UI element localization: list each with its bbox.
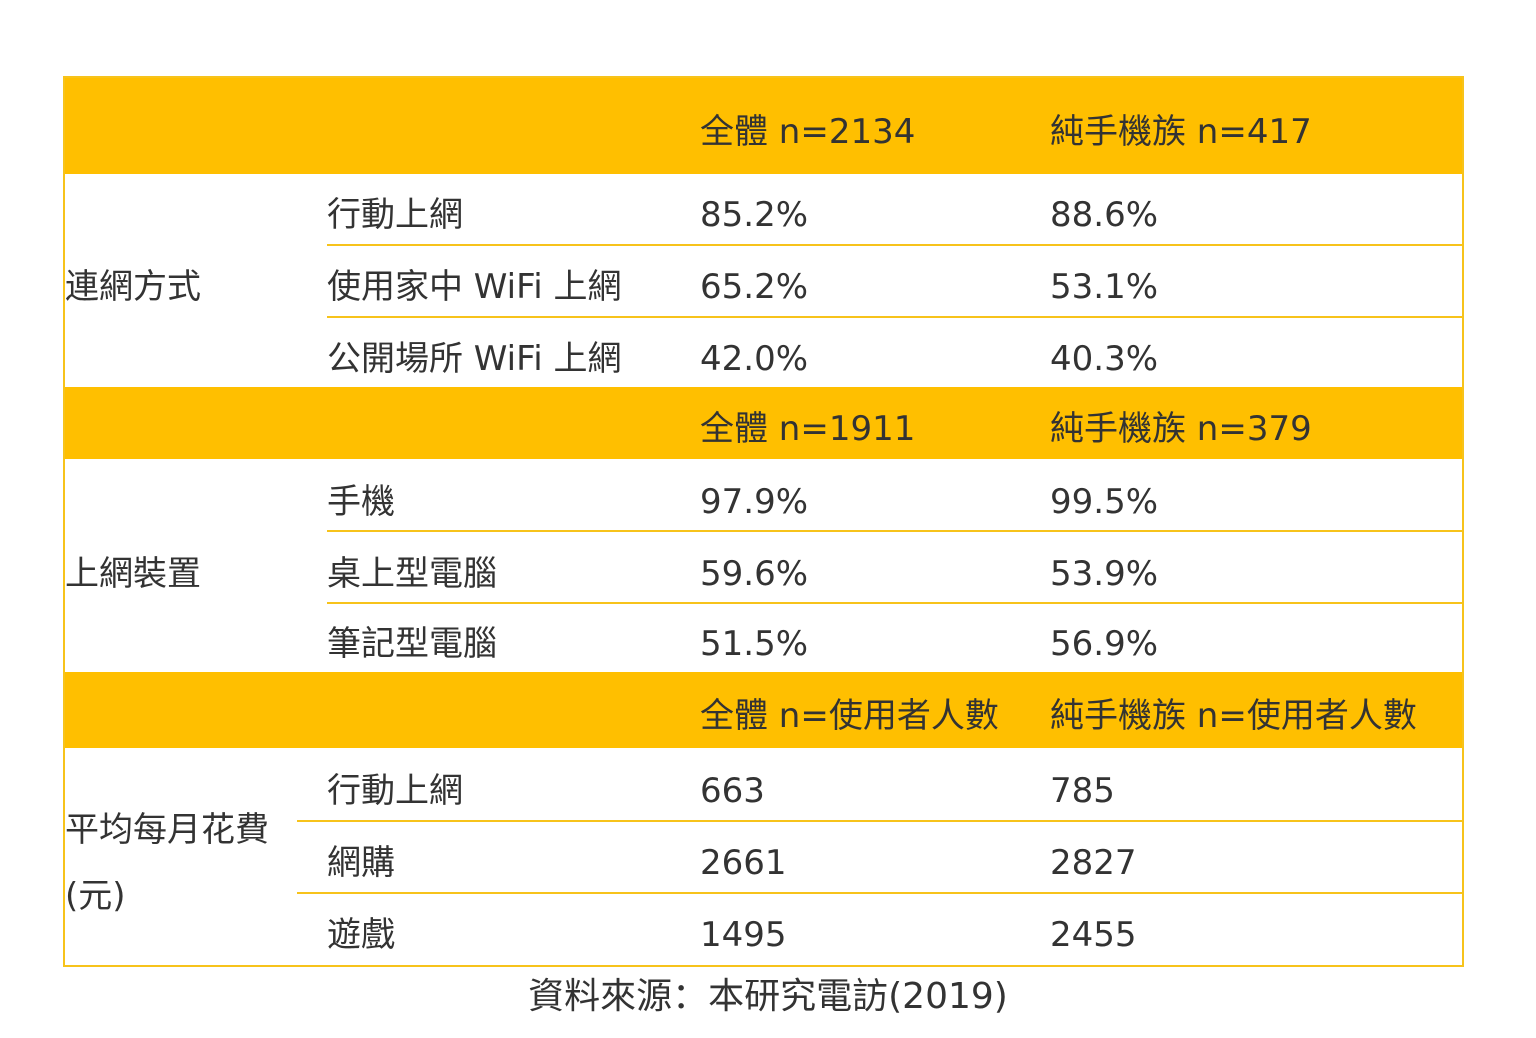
section-3-header	[65, 672, 1462, 748]
section-3-row-3-label: 遊戲	[327, 915, 395, 955]
section-3-row-3-mobile-only: 2455	[1050, 915, 1137, 955]
section-1-row-2-mobile-only: 53.1%	[1050, 267, 1159, 307]
section-2-row-1-mobile-only: 99.5%	[1050, 482, 1159, 522]
section-3-category-line-1: 平均每月花費	[65, 810, 269, 850]
section-3-row-2-label: 網購	[327, 843, 395, 883]
row-divider	[327, 530, 1464, 532]
section-3-row-2-mobile-only: 2827	[1050, 843, 1137, 883]
section-3-row-2-all: 2661	[700, 843, 787, 883]
section-1-row-1-label: 行動上網	[327, 195, 463, 235]
section-2-row-3-mobile-only: 56.9%	[1050, 624, 1159, 664]
row-divider	[297, 892, 1464, 894]
row-divider	[327, 602, 1464, 604]
section-1-row-3-mobile-only: 40.3%	[1050, 339, 1159, 379]
section-1-category: 連網方式	[65, 267, 201, 307]
section-2-row-1-label: 手機	[327, 482, 395, 522]
section-2-row-2-all: 59.6%	[700, 554, 809, 594]
section-3-category-line-2: (元)	[65, 876, 126, 916]
section-3-row-1-label: 行動上網	[327, 771, 463, 811]
row-divider	[297, 820, 1464, 822]
section-2-row-2-mobile-only: 53.9%	[1050, 554, 1159, 594]
section-2-header-all: 全體 n=1911	[700, 409, 916, 449]
source-note: 資料來源：本研究電訪(2019)	[528, 976, 1008, 1017]
section-2-header	[65, 387, 1462, 459]
section-2-row-2-label: 桌上型電腦	[327, 554, 497, 594]
section-3-header-mobile-only: 純手機族 n=使用者人數	[1050, 696, 1417, 736]
section-1-row-1-mobile-only: 88.6%	[1050, 195, 1159, 235]
section-1-row-1-all: 85.2%	[700, 195, 809, 235]
row-divider	[327, 316, 1464, 318]
row-divider	[327, 244, 1464, 246]
section-1-header	[65, 78, 1462, 174]
section-2-row-3-all: 51.5%	[700, 624, 809, 664]
section-2-category: 上網裝置	[65, 554, 201, 594]
section-2-row-1-all: 97.9%	[700, 482, 809, 522]
section-2-header-mobile-only: 純手機族 n=379	[1050, 409, 1312, 449]
section-3-row-3-all: 1495	[700, 915, 787, 955]
section-2-row-3-label: 筆記型電腦	[327, 624, 497, 664]
section-1-row-3-all: 42.0%	[700, 339, 809, 379]
section-1-row-2-all: 65.2%	[700, 267, 809, 307]
section-3-row-1-mobile-only: 785	[1050, 771, 1115, 811]
data-table: 全體 n=2134 純手機族 n=417 連網方式 行動上網 85.2% 88.…	[63, 76, 1464, 967]
section-3-row-1-all: 663	[700, 771, 765, 811]
section-1-header-all: 全體 n=2134	[700, 112, 916, 152]
section-1-row-2-label: 使用家中 WiFi 上網	[327, 267, 622, 307]
section-3-header-all: 全體 n=使用者人數	[700, 696, 999, 736]
section-1-header-mobile-only: 純手機族 n=417	[1050, 112, 1312, 152]
section-1-row-3-label: 公開場所 WiFi 上網	[327, 339, 622, 379]
